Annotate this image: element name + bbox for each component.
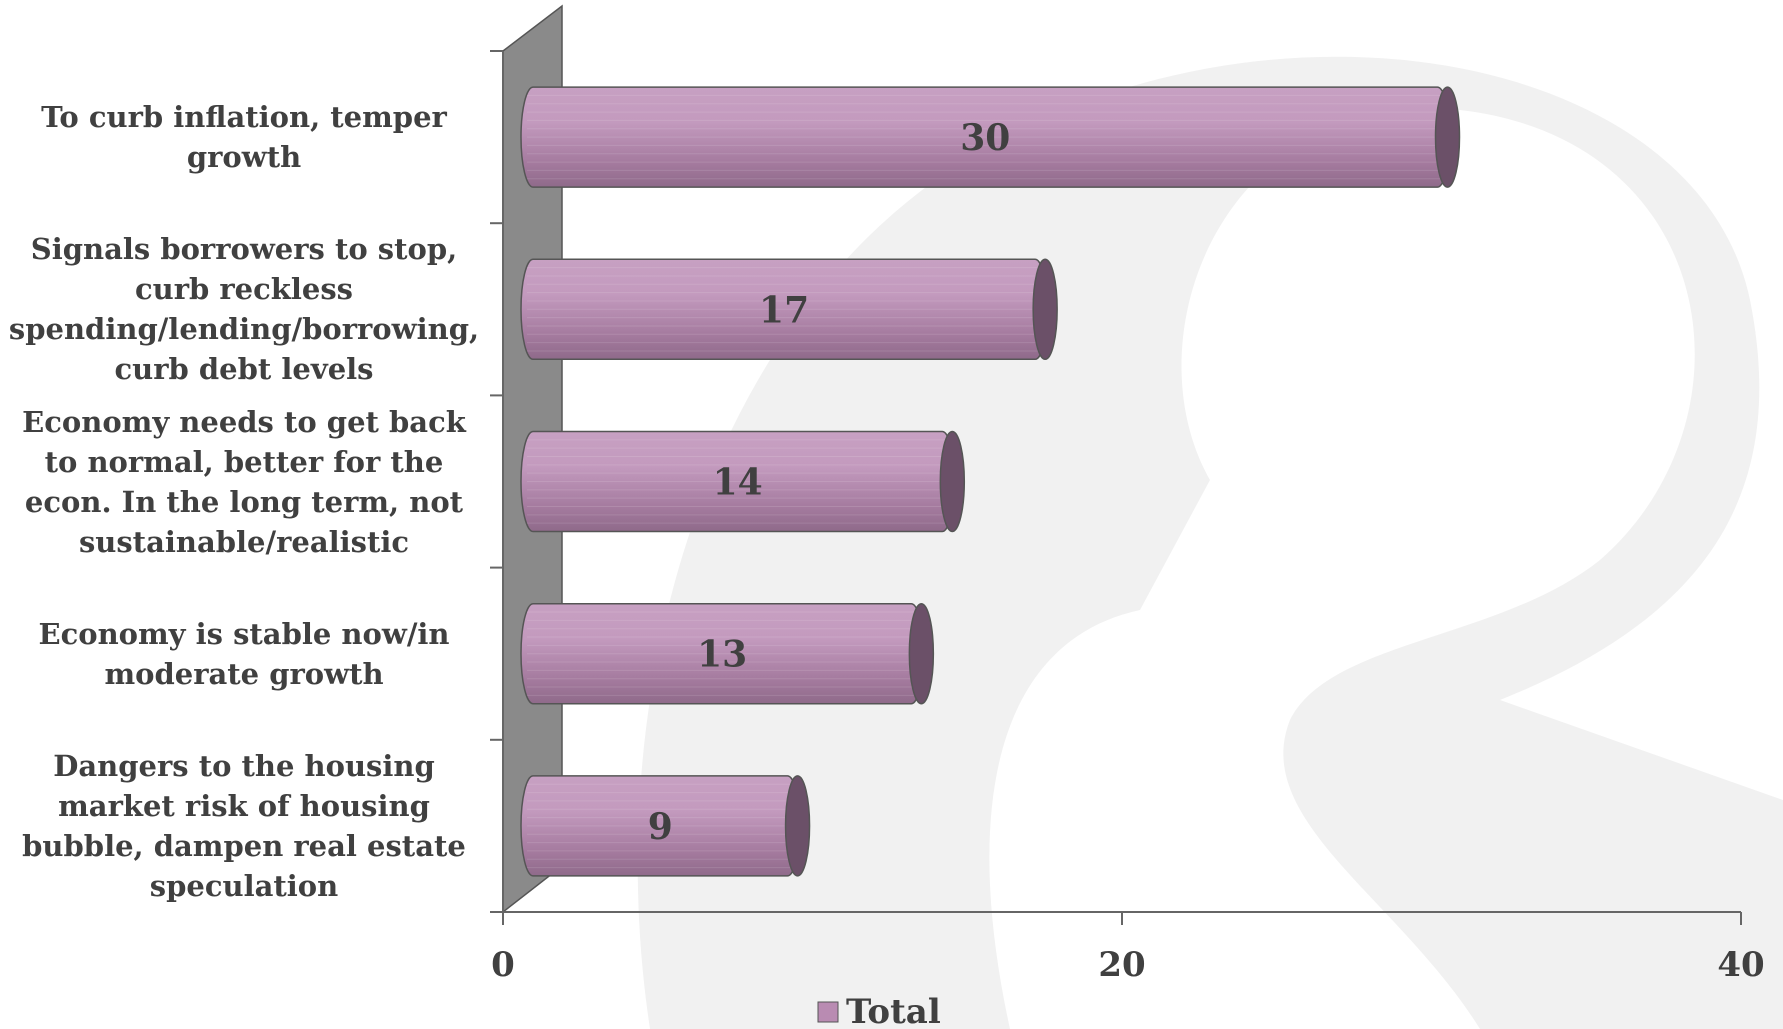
value-label: 13 — [697, 634, 747, 676]
legend-label: Total — [846, 992, 941, 1029]
bar-cap — [939, 430, 966, 533]
category-label: Economy is stable now/in moderate growth — [38, 616, 450, 691]
bar-cap — [1032, 258, 1058, 361]
category-label: Economy needs to get back to normal, bet… — [22, 404, 466, 559]
category-label: Dangers to the housing market risk of ho… — [22, 748, 466, 903]
category-label: Signals borrowers to stop, curb reckless… — [8, 232, 480, 387]
value-label: 17 — [759, 289, 809, 331]
value-label: 9 — [648, 806, 673, 848]
x-tick-label: 0 — [491, 945, 515, 985]
legend-swatch — [817, 1001, 839, 1023]
value-label: 30 — [960, 117, 1010, 159]
watermark — [637, 56, 1783, 1029]
value-label: 14 — [713, 462, 763, 504]
x-tick-label: 40 — [1717, 945, 1764, 985]
bar-cap — [784, 775, 811, 877]
x-tick-label: 20 — [1098, 945, 1145, 985]
bar-cap — [1434, 86, 1461, 188]
bar-cap — [908, 602, 935, 705]
category-label: To curb inflation, temper growth — [41, 100, 447, 175]
